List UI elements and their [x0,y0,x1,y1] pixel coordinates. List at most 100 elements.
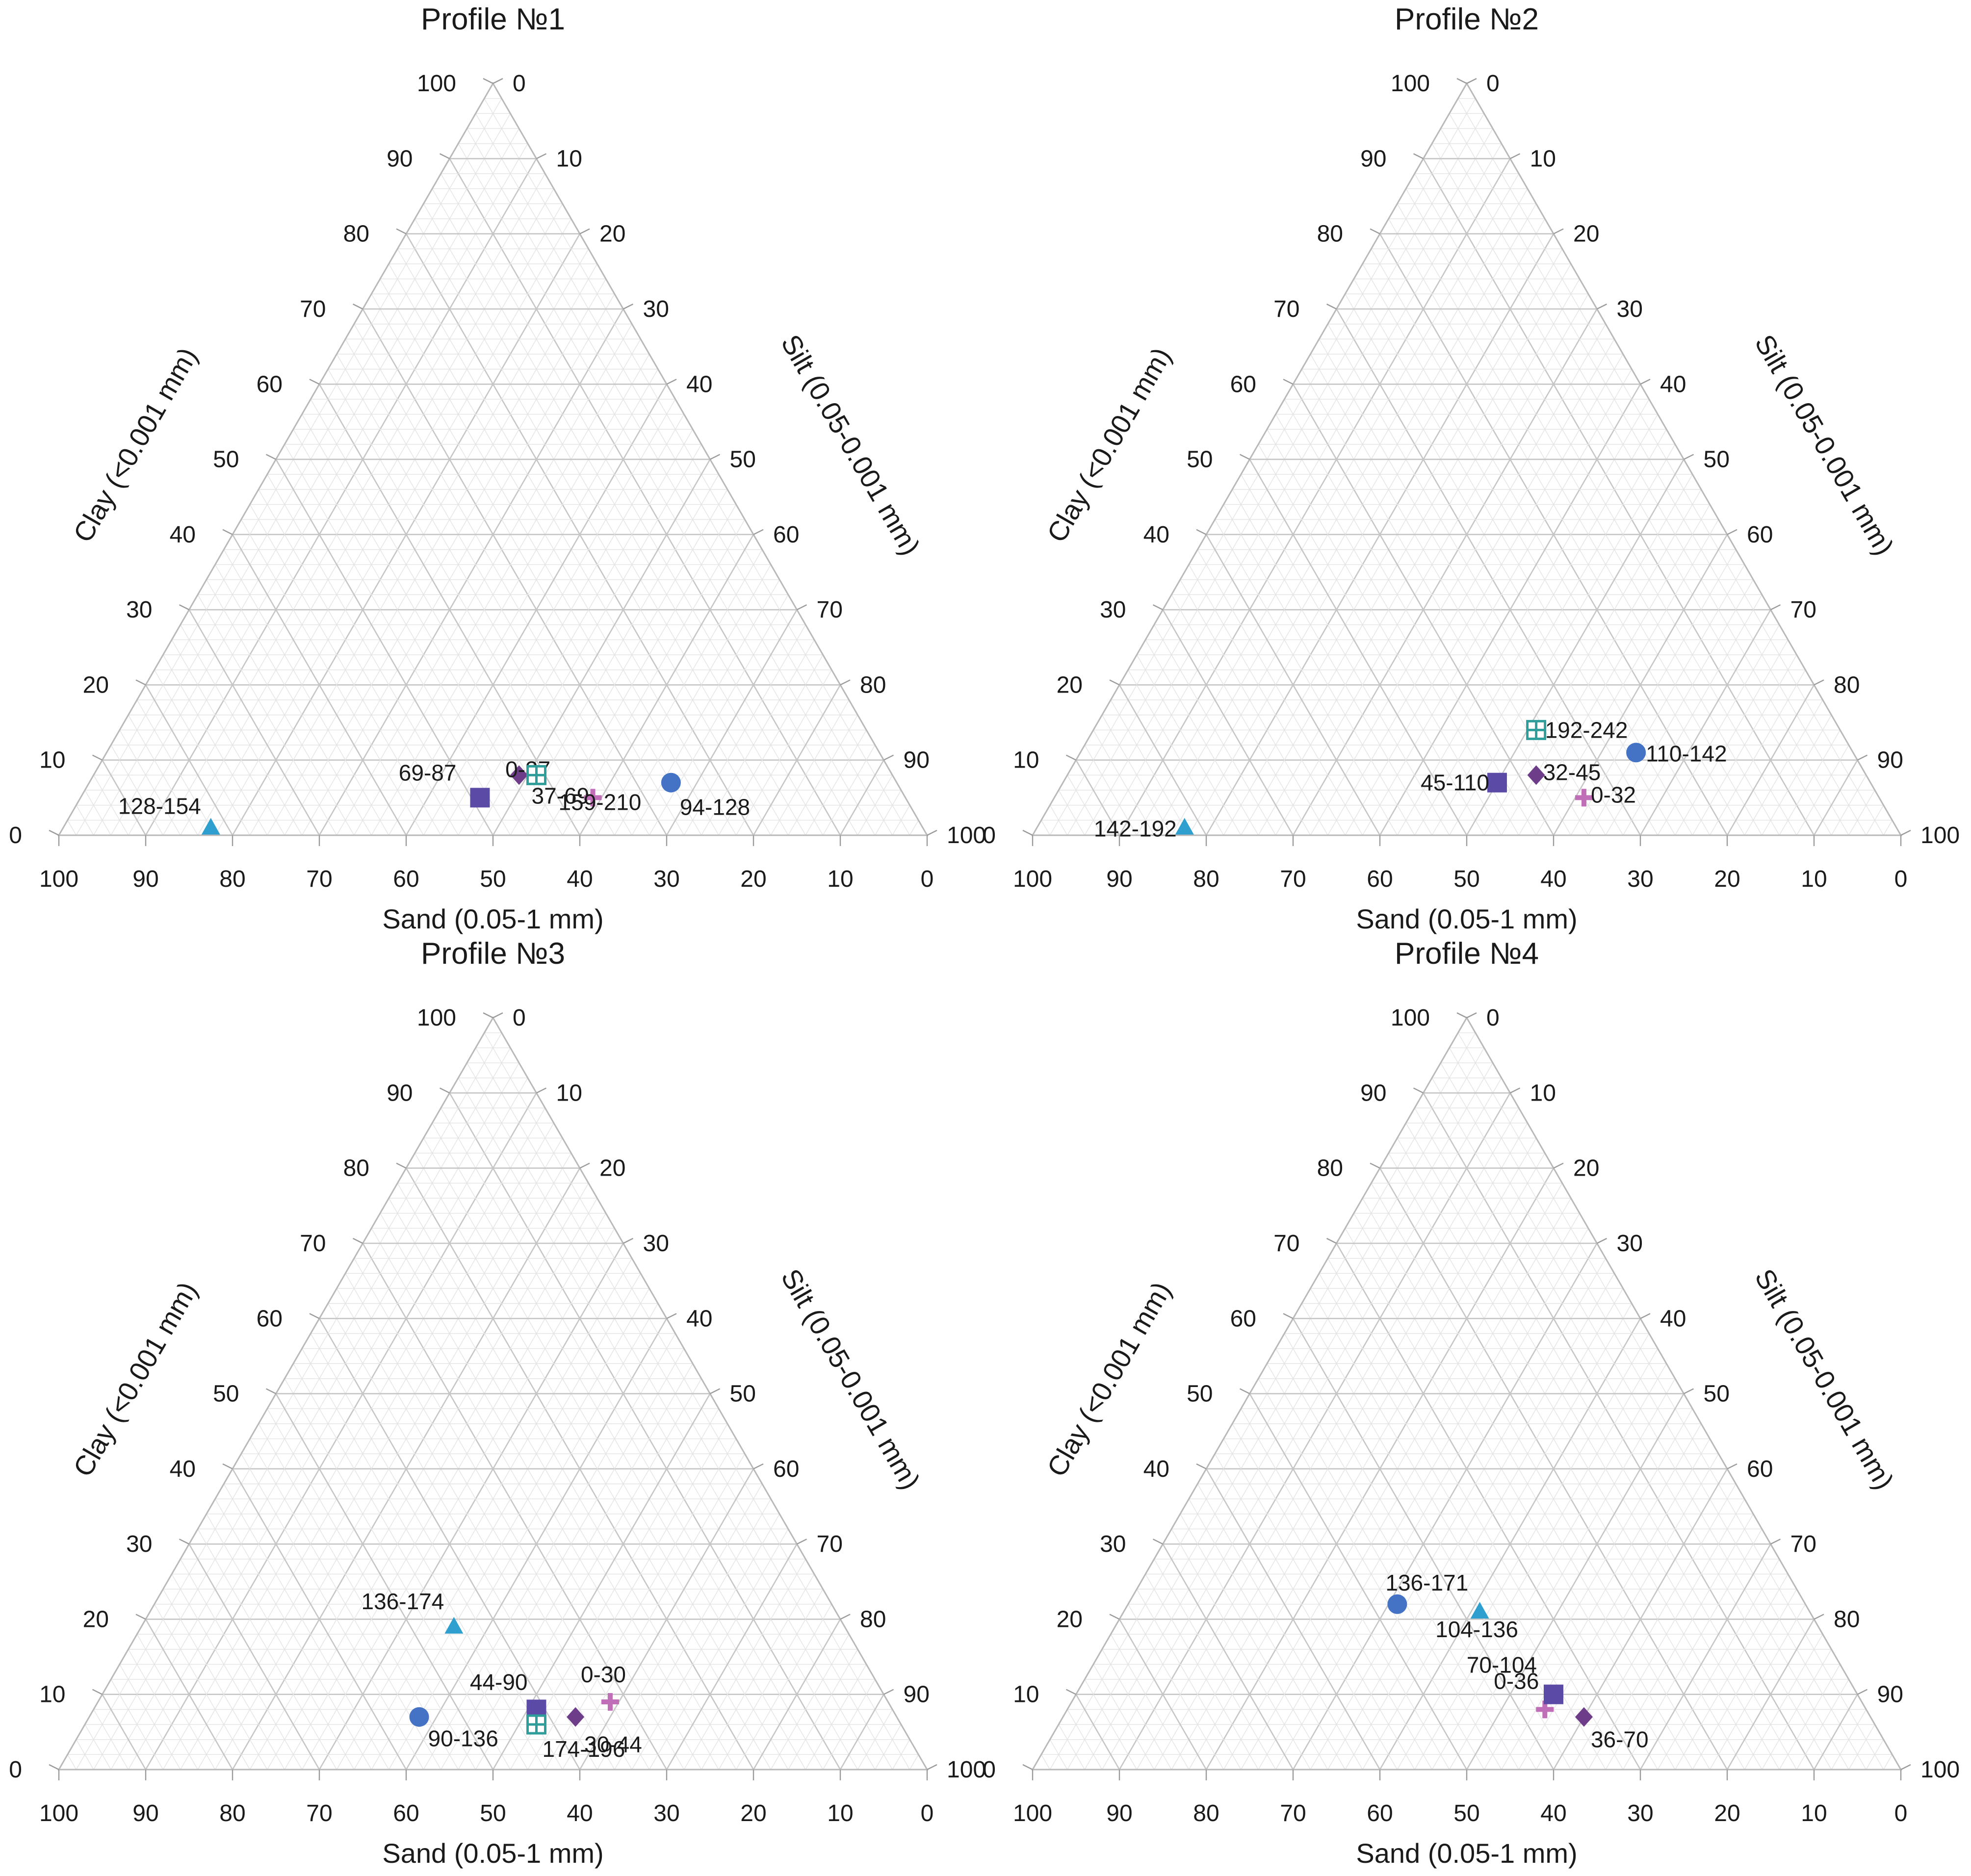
silt-tick-label: 80 [860,672,886,698]
silt-tick-label: 0 [1486,1005,1500,1031]
clay-tick-label: 80 [1317,221,1343,247]
grid-line [136,699,216,836]
silt-tick-label: 20 [1573,1156,1599,1182]
sand-tick-label: 30 [653,1800,679,1826]
grid-line [875,790,902,836]
point-94-128-marker [661,772,681,793]
sand-tick-label: 80 [219,866,245,892]
grid-line [1336,1243,1641,1770]
grid-line [84,790,111,836]
grid-line [284,444,511,836]
silt-tick-label: 50 [730,1381,756,1407]
silt-tick-label: 0 [1486,71,1500,97]
grid-line [1762,1649,1832,1770]
silt-tick [1857,1689,1868,1695]
grid-line [249,504,441,836]
grid-line [145,1092,537,1770]
point-128-154-label: 128-154 [118,794,201,819]
grid-line [1449,1378,1676,1770]
clay-tick-label: 90 [387,1080,413,1106]
clay-tick [1456,1012,1467,1019]
clay-tick [1456,78,1467,84]
grid-line [1362,369,1632,836]
clay-tick-label: 70 [1273,1231,1299,1257]
grid-line [1353,1213,1676,1770]
clay-tick [1370,1162,1380,1169]
silt-tick-label: 30 [643,296,669,322]
grid-line [1215,519,1398,836]
point-142-192-label: 142-192 [1094,816,1177,842]
grid-line [1284,1333,1537,1770]
ticks: 0 0 0 10 10 10 20 20 20 30 30 30 40 40 40 50 50 50 60 60 60 7… [9,71,986,892]
grid-line [822,745,876,836]
grid-line [631,579,780,836]
grid-line [1744,1634,1823,1770]
grid-line [492,1393,711,1770]
grid-line [527,1423,728,1770]
grid-line [718,654,824,836]
grid-line [1553,534,1728,836]
point-159-210-marker [584,789,602,807]
silt-tick [579,1162,590,1169]
grid-line [1084,745,1138,836]
grid-line [180,624,303,836]
point-94-128-label: 94-128 [680,795,750,820]
silt-tick [1640,1313,1651,1319]
grid-line [1223,249,1563,836]
point-37-69-label: 37-69 [532,783,590,808]
silt-tick-label: 60 [773,1456,799,1482]
clay-tick-label: 20 [83,1606,109,1632]
grid-line [1353,279,1676,836]
silt-tick-label: 30 [1617,296,1643,322]
clay-tick [265,454,277,460]
clay-tick-label: 20 [1057,1606,1083,1632]
clay-tick [1413,1087,1424,1094]
point-45-110-label: 45-110 [1421,770,1489,796]
point-128-154-marker [201,818,220,835]
grid-line [1883,820,1893,836]
grid-line [293,429,528,836]
silt-tick [1727,1463,1738,1469]
grid-line [1154,1559,1276,1770]
grid-line [1466,1393,1685,1770]
grid-line [1570,1484,1737,1770]
clay-tick [1196,529,1207,535]
sand-axis-title: Sand (0.05-1 mm) [382,1838,603,1869]
grid-line [214,1498,372,1770]
sand-tick-label: 80 [219,1800,245,1826]
grid-line [562,519,745,836]
grid-line [1535,1453,1719,1770]
grid-line [119,1664,181,1770]
grid-line [1848,1724,1875,1770]
clay-tick-label: 70 [1273,296,1299,322]
grid-line [441,414,685,836]
sand-tick-label: 100 [39,1800,78,1826]
clay-tick [439,153,450,159]
point-104-136-marker [1470,1602,1489,1619]
clay-tick-label: 60 [257,371,283,397]
ternary-panel-4: 0 0 0 10 10 10 20 20 20 30 30 30 40 40 40 50 50 50 60 60 60 7… [983,937,1960,1869]
silt-tick [840,679,851,686]
grid-line [1657,1559,1780,1770]
sand-tick-label: 20 [1714,866,1740,892]
grid-line [1145,1574,1259,1770]
silt-tick-label: 90 [904,1682,930,1708]
silt-tick-label: 70 [817,1531,843,1557]
silt-tick [493,1012,503,1019]
grid-line [1275,1348,1519,1770]
grid-line [1466,459,1685,836]
grid-line [1336,308,1641,836]
point-32-45-label: 32-45 [1543,759,1601,785]
ticks: 0 0 0 10 10 10 20 20 20 30 30 30 40 40 40 50 50 50 60 60 60 7… [9,1005,986,1826]
grid-line [197,594,337,836]
grid-line [241,519,424,836]
grid-line [666,609,798,836]
grid-line [397,1183,737,1770]
grid-line [388,1303,658,1770]
point-136-171-label: 136-171 [1385,1570,1468,1595]
point-0-30-marker [601,1693,619,1711]
grid-line [839,1694,884,1770]
grid-line [1301,369,1572,836]
sand-tick-label: 50 [480,1800,506,1826]
